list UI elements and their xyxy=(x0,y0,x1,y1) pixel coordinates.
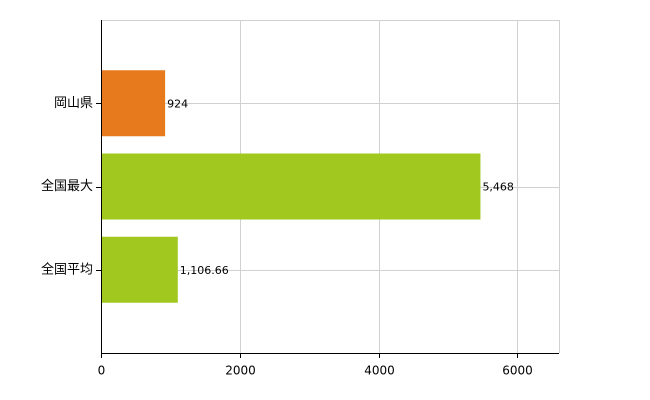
bar xyxy=(101,153,481,220)
x-tick-label: 6000 xyxy=(502,364,533,378)
y-tick-label: 全国最大 xyxy=(41,178,93,194)
x-tick-label: 0 xyxy=(98,364,106,378)
x-tick-label: 2000 xyxy=(225,364,256,378)
y-tick-label: 全国平均 xyxy=(41,261,93,277)
y-tick-label: 岡山県 xyxy=(54,96,93,111)
bar xyxy=(101,236,178,303)
bar xyxy=(101,70,166,137)
value-label: 5,468 xyxy=(482,181,513,194)
x-tick-label: 4000 xyxy=(364,364,395,378)
value-label: 1,106.66 xyxy=(180,264,229,277)
value-label: 924 xyxy=(167,97,188,110)
